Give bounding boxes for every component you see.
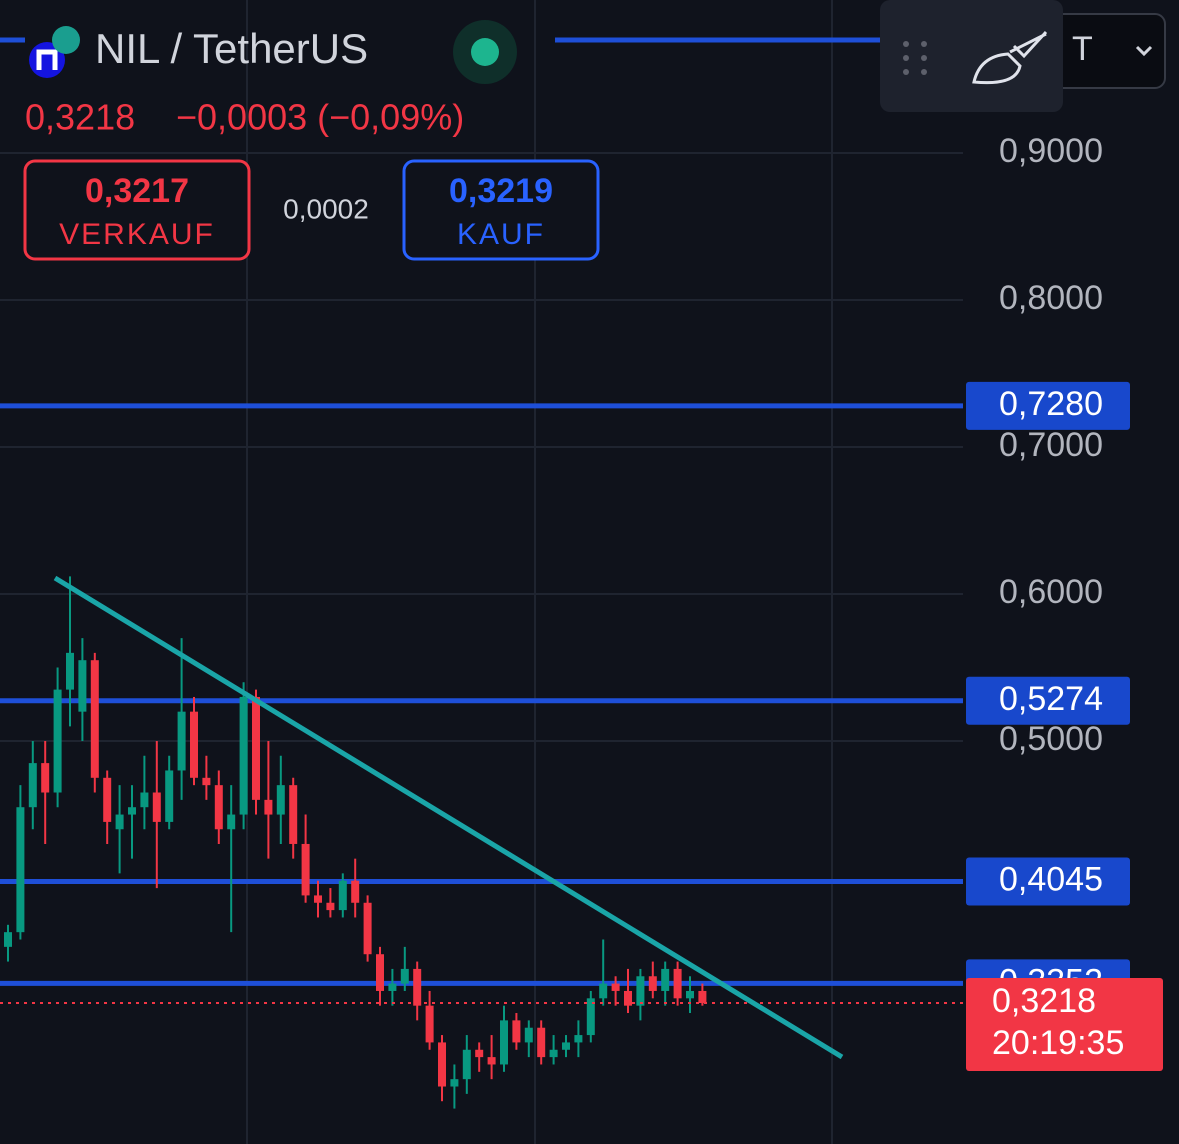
- candle-body: [103, 777, 112, 822]
- candle-body: [673, 968, 682, 999]
- candle-body: [574, 1035, 583, 1043]
- exchange-icon: [52, 26, 80, 54]
- brush-icon[interactable]: [972, 30, 1048, 85]
- y-tick-label: 0,9000: [999, 132, 1103, 170]
- candle-body: [487, 1057, 496, 1065]
- candle-body: [152, 792, 161, 822]
- candle-body: [586, 998, 595, 1036]
- countdown: 20:19:35: [992, 1024, 1124, 1062]
- buy-price: 0,3219: [449, 172, 553, 210]
- logo-mark: [36, 49, 58, 70]
- y-tick-label: 0,5000: [999, 720, 1103, 758]
- candle-body: [264, 799, 273, 815]
- y-tick-label: 0,8000: [999, 279, 1103, 317]
- last-price-box: [966, 978, 1163, 1072]
- level-label-box: [966, 381, 1130, 430]
- candle-body: [363, 902, 372, 955]
- candle-body: [648, 976, 657, 991]
- candle-body: [562, 1042, 570, 1050]
- candle-body: [140, 792, 149, 808]
- sell-label: VERKAUF: [59, 218, 215, 251]
- level-label-box: [966, 676, 1130, 725]
- candle-body: [388, 983, 397, 991]
- candle-body: [400, 968, 409, 984]
- candle-body: [314, 895, 322, 903]
- candle-body: [301, 843, 310, 896]
- candle-body: [475, 1049, 484, 1058]
- level-label: 0,7280: [999, 385, 1103, 423]
- candle-body: [599, 983, 608, 999]
- drawing-toolbar[interactable]: [880, 0, 1063, 112]
- candle-body: [202, 777, 211, 786]
- symbol: NIL / TetherUS: [95, 25, 368, 72]
- candle-body: [214, 785, 223, 830]
- candle-body: [686, 990, 694, 999]
- price: 0,3218: [25, 97, 135, 138]
- candle-body: [115, 814, 124, 830]
- y-tick-label: 0,6000: [999, 573, 1103, 611]
- candle-body: [239, 696, 248, 815]
- change: −0,0003 (−0,09%): [176, 97, 464, 138]
- candle-body: [549, 1049, 558, 1058]
- candle-body: [376, 954, 384, 991]
- candle-body: [611, 983, 620, 991]
- candle-body: [698, 990, 707, 1004]
- candle-body: [252, 696, 260, 800]
- chevron: [1135, 45, 1153, 57]
- candle-body: [537, 1027, 546, 1058]
- candle-body: [128, 807, 136, 815]
- spread: 0,0002: [283, 193, 369, 224]
- candle-body: [190, 711, 198, 778]
- candle-body: [165, 770, 174, 822]
- candle-body: [624, 990, 632, 1006]
- candle-body: [78, 660, 87, 712]
- candle-body: [425, 1005, 434, 1043]
- candle-body: [524, 1027, 533, 1043]
- status-dot[interactable]: [471, 38, 499, 66]
- candle-body: [289, 785, 298, 844]
- candle-body: [512, 1020, 521, 1043]
- plot: [0, 152, 963, 1109]
- level-label: 0,5274: [999, 680, 1103, 718]
- candle-body: [227, 814, 236, 830]
- overlay: 0,9000 0,8000 0,7000 0,6000 0,5000 0,7280 0,52…: [966, 132, 1163, 1072]
- level-label: 0,4045: [999, 860, 1103, 898]
- candle-body: [338, 880, 347, 911]
- buy-label: KAUF: [457, 218, 545, 251]
- candle-body: [661, 968, 670, 991]
- candle-body: [28, 763, 37, 808]
- candle-body: [326, 902, 335, 911]
- candle-body: [53, 689, 62, 793]
- candle-body: [177, 711, 186, 771]
- candle-body: [41, 763, 50, 793]
- candle-body: [413, 968, 422, 1006]
- candle-body: [276, 785, 285, 815]
- last-price-label: 0,3218: [992, 982, 1096, 1020]
- y-tick-label: 0,7000: [999, 426, 1103, 464]
- candle-body: [16, 807, 25, 933]
- candle-body: [90, 660, 99, 778]
- candle-body: [66, 652, 74, 690]
- candle-body: [351, 880, 360, 903]
- candle-body: [450, 1079, 459, 1087]
- buy-button[interactable]: [402, 159, 600, 261]
- candle-body: [636, 976, 645, 1006]
- trend-line: [53, 575, 844, 1060]
- candle-body: [4, 932, 12, 947]
- candle-body: [438, 1042, 446, 1087]
- level-label-box: [966, 857, 1130, 906]
- sell-price: 0,3217: [85, 172, 189, 210]
- drag-handle: [903, 41, 927, 75]
- sell-button[interactable]: [23, 159, 251, 261]
- candle-body: [462, 1049, 471, 1080]
- interval: T: [1072, 30, 1093, 68]
- candle-body: [500, 1020, 508, 1065]
